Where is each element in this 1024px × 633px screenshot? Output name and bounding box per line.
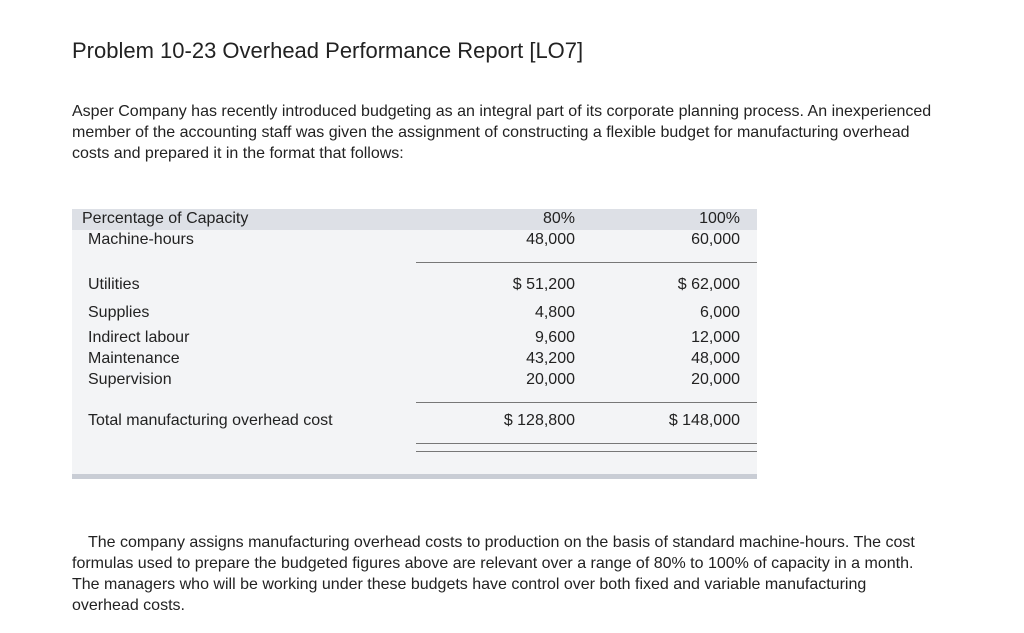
- total-label: Total manufacturing overhead cost: [88, 412, 333, 429]
- rule: [416, 451, 757, 452]
- cost-value: 6,000: [699, 304, 740, 321]
- header-value: 48,000: [526, 231, 575, 248]
- header-value: 60,000: [691, 231, 740, 248]
- cost-value: 43,200: [526, 350, 575, 367]
- cost-value: 48,000: [691, 350, 740, 367]
- table-header-band: [72, 209, 757, 230]
- rule: [416, 402, 757, 403]
- rule: [416, 262, 757, 263]
- cost-value: 20,000: [526, 371, 575, 388]
- outro-paragraph: The company assigns manufacturing overhe…: [72, 534, 915, 614]
- cost-label: Maintenance: [88, 350, 180, 367]
- table-body-band: [72, 230, 757, 474]
- cost-value: 20,000: [691, 371, 740, 388]
- intro-paragraph: Asper Company has recently introduced bu…: [72, 103, 932, 162]
- cost-label: Utilities: [88, 276, 140, 293]
- total-value: $ 128,800: [503, 412, 575, 429]
- cost-value: $ 51,200: [512, 276, 575, 293]
- cost-value: $ 62,000: [677, 276, 740, 293]
- cost-value: 4,800: [534, 304, 575, 321]
- rule: [416, 443, 757, 444]
- title: Problem 10-23 Overhead Performance Repor…: [72, 38, 584, 63]
- cost-value: 12,000: [691, 329, 740, 346]
- cost-label: Supplies: [88, 304, 150, 321]
- total-value: $ 148,000: [668, 412, 740, 429]
- header-value: 80%: [542, 210, 575, 227]
- header-label: Machine-hours: [88, 231, 194, 248]
- cost-value: 9,600: [534, 329, 575, 346]
- header-value: 100%: [699, 210, 740, 227]
- table-bottom-bar: [72, 474, 757, 479]
- header-label: Percentage of Capacity: [82, 210, 249, 227]
- cost-label: Supervision: [88, 371, 172, 388]
- cost-label: Indirect labour: [88, 329, 190, 346]
